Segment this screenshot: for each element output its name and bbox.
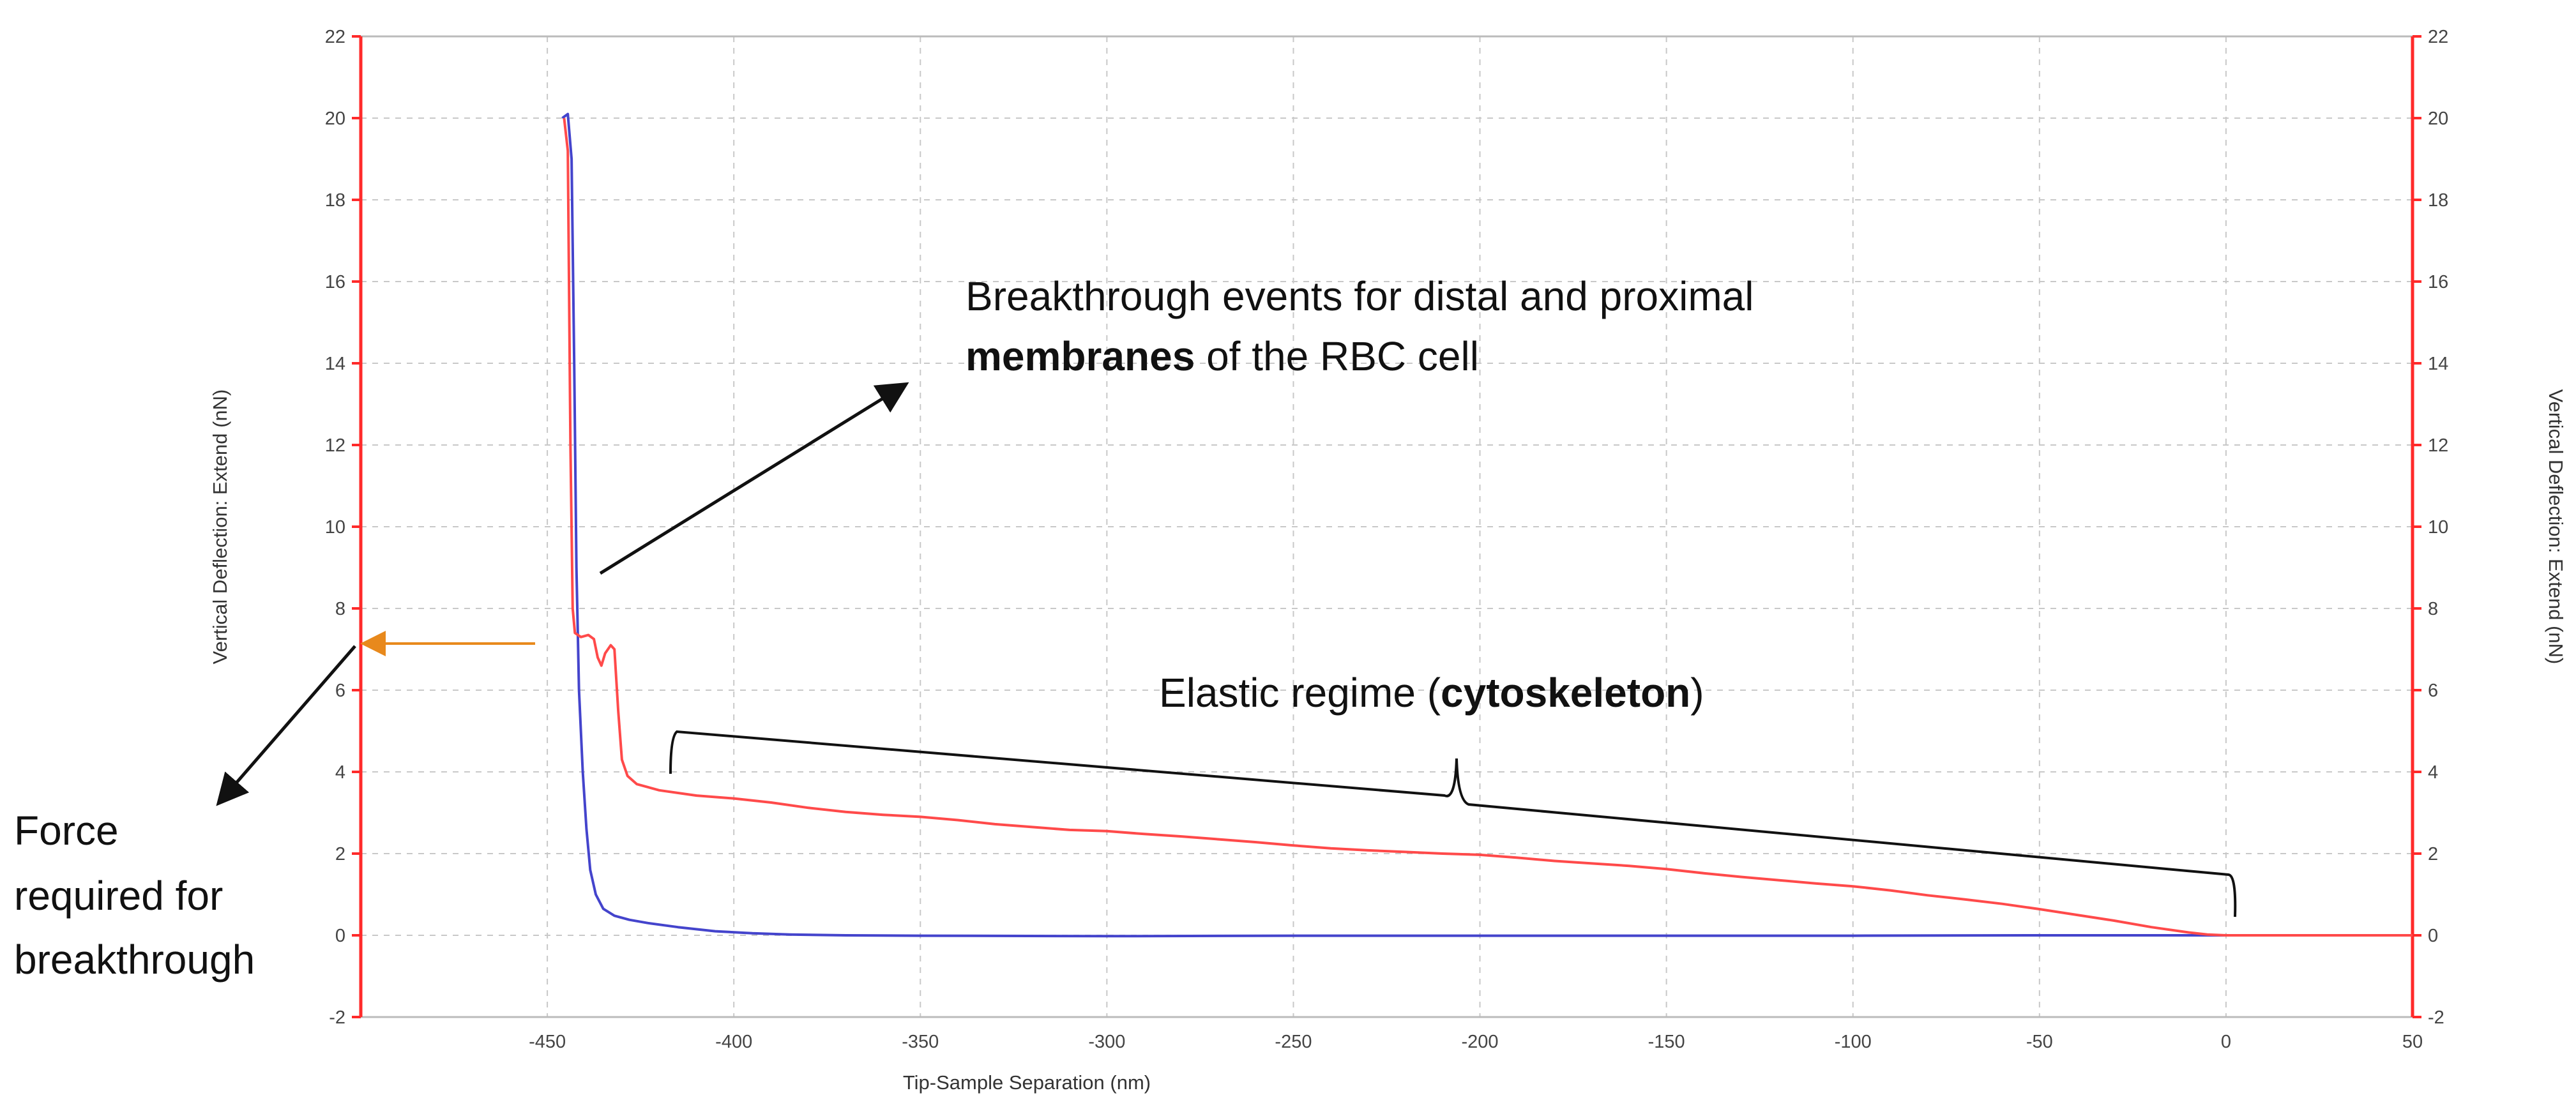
x-tick-labels: -450 -400 -350 -300 -250 -200 -150 -100 -50 0 50 [529, 1032, 2423, 1052]
x-tick--150: -150 [1648, 1032, 1685, 1052]
x-tick--100: -100 [1835, 1032, 1872, 1052]
elastic-regime-brace [669, 730, 2237, 917]
x-tick--400: -400 [715, 1032, 752, 1052]
right-y-tick-8: 8 [2428, 599, 2438, 619]
force-annotation-line3: breakthrough [14, 937, 255, 983]
elastic-suffix-text: ) [1690, 670, 1704, 716]
right-y-tick-10: 10 [2428, 517, 2448, 538]
left-y-tick-20: 20 [325, 109, 345, 129]
x-tick-0: 0 [2221, 1032, 2231, 1052]
right-y-tick-14: 14 [2428, 354, 2448, 374]
right-y-axis-title: Vertical Deflection: Extend (nN) [2545, 389, 2567, 665]
left-y-tick-14: 14 [325, 354, 345, 374]
right-y-tick-0: 0 [2428, 926, 2438, 946]
elastic-regime-annotation: Elastic regime (cytoskeleton) [1159, 670, 1704, 716]
breakthrough-arrow [599, 382, 909, 575]
left-y-tick-16: 16 [325, 272, 345, 292]
left-y-tick-12: 12 [325, 435, 345, 456]
right-y-tick-18: 18 [2428, 190, 2448, 211]
force-callout-arrow [216, 645, 356, 806]
left-y-tick-22: 22 [325, 27, 345, 47]
left-y-tick-6: 6 [335, 681, 345, 701]
membranes-bold-text: membranes [966, 333, 1195, 379]
right-y-tick-22: 22 [2428, 27, 2448, 47]
left-y-tick-4: 4 [335, 762, 345, 783]
blue-series-line [561, 112, 2226, 938]
right-y-tick-20: 20 [2428, 109, 2448, 129]
left-y-axis-title: Vertical Deflection: Extend (nN) [209, 389, 231, 665]
right-y-tick-12: 12 [2428, 435, 2448, 456]
breakthrough-annotation-line1: Breakthrough events for distal and proxi… [966, 273, 1754, 319]
x-tick--450: -450 [529, 1032, 566, 1052]
right-y-tick-labels: -2 0 2 4 6 8 10 12 14 16 18 20 22 [2413, 27, 2448, 1028]
cytoskeleton-bold-text: cytoskeleton [1441, 670, 1690, 716]
left-y-tick-labels: -2 0 2 4 6 8 10 12 14 16 18 20 22 [325, 27, 361, 1028]
right-y-tick-16: 16 [2428, 272, 2448, 292]
right-y-tick-2: 2 [2428, 844, 2438, 864]
series-layer [561, 112, 2413, 938]
right-y-tick--2: -2 [2428, 1007, 2444, 1028]
x-tick--250: -250 [1275, 1032, 1312, 1052]
force-annotation-line1: Force [14, 808, 119, 854]
elastic-prefix-text: Elastic regime ( [1159, 670, 1441, 716]
left-y-tick--2: -2 [329, 1007, 345, 1028]
x-tick-50: 50 [2402, 1032, 2423, 1052]
right-y-tick-4: 4 [2428, 762, 2438, 783]
left-y-tick-8: 8 [335, 599, 345, 619]
x-tick--200: -200 [1462, 1032, 1499, 1052]
x-tick--50: -50 [2026, 1032, 2053, 1052]
left-y-tick-18: 18 [325, 190, 345, 211]
x-axis-title: Tip-Sample Separation (nm) [903, 1071, 1151, 1094]
left-y-tick-10: 10 [325, 517, 345, 538]
force-annotation-line2: required for [14, 873, 223, 919]
breakthrough-rest-text: of the RBC cell [1195, 333, 1479, 379]
left-y-tick-0: 0 [335, 926, 345, 946]
breakthrough-annotation-line2: membranes of the RBC cell [966, 333, 1479, 379]
red-series-line [563, 117, 2413, 937]
x-tick--350: -350 [902, 1032, 939, 1052]
grid-lines [361, 36, 2413, 1017]
x-tick--300: -300 [1088, 1032, 1125, 1052]
right-y-tick-6: 6 [2428, 681, 2438, 701]
left-y-tick-2: 2 [335, 844, 345, 864]
